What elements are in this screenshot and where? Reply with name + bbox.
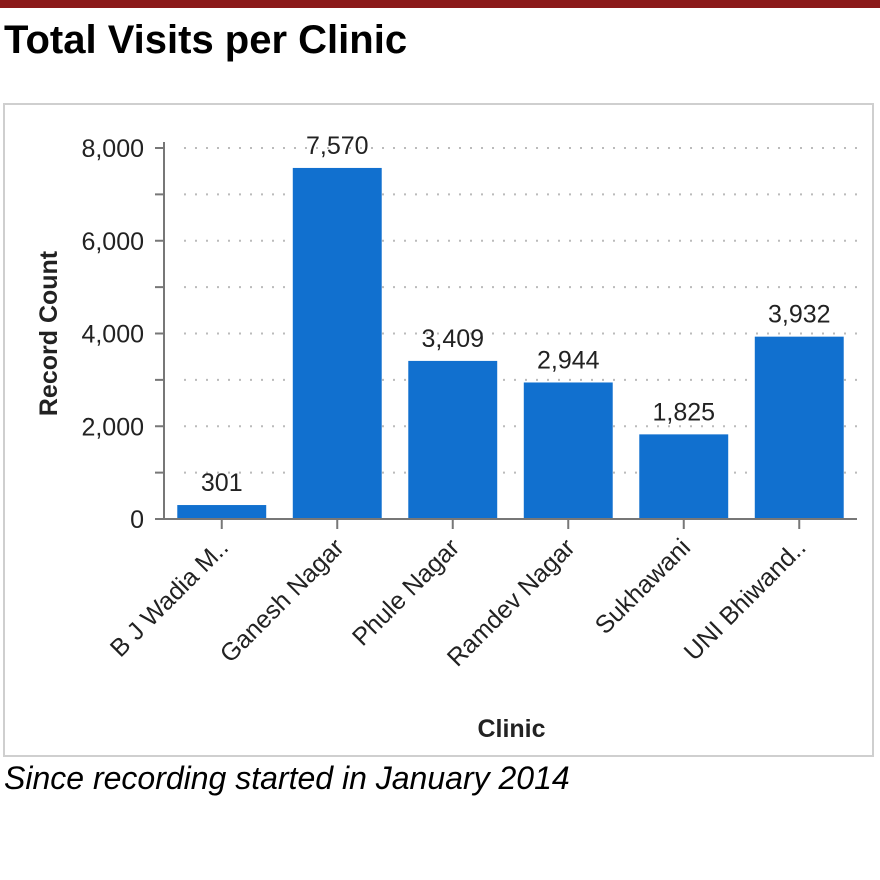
x-tick-label: Ganesh Nagar xyxy=(215,533,350,668)
y-tick-label: 2,000 xyxy=(81,413,144,441)
axes xyxy=(163,142,857,520)
bar xyxy=(408,360,498,519)
x-tick-label: Sukhawani xyxy=(590,533,696,639)
data-labels: 301 7,570 3,409 2,944 1,825 3,932 xyxy=(201,132,831,497)
x-tick-label: Phule Nagar xyxy=(347,533,465,651)
y-tick-label: 4,000 xyxy=(81,321,144,349)
bar xyxy=(177,505,267,519)
data-label: 3,409 xyxy=(421,325,484,353)
data-label: 3,932 xyxy=(768,301,831,329)
data-label: 301 xyxy=(201,469,243,497)
top-rule xyxy=(0,0,880,8)
bar xyxy=(523,382,613,519)
x-tick-label: UNI Bhiwand.. xyxy=(679,533,812,666)
y-tick-label: 6,000 xyxy=(81,228,144,256)
data-label: 7,570 xyxy=(306,132,369,160)
bar xyxy=(639,434,729,519)
data-label: 2,944 xyxy=(537,346,600,374)
bar xyxy=(754,336,844,519)
bars xyxy=(177,167,844,519)
bar-chart: 0 2,000 4,000 6,000 8,000 B J Wadia M..Ganes… xyxy=(35,132,857,743)
x-axis-label: Clinic xyxy=(477,715,545,743)
bar xyxy=(292,167,382,519)
chart-frame: 0 2,000 4,000 6,000 8,000 B J Wadia M.. Ganes… xyxy=(3,103,874,757)
x-tick-label: B J Wadia M.. xyxy=(105,533,234,662)
y-tick-label: 8,000 xyxy=(81,135,144,163)
y-tick-label: 0 xyxy=(130,506,144,534)
y-ticks: 0 2,000 4,000 6,000 8,000 xyxy=(81,135,164,534)
page-title: Total Visits per Clinic xyxy=(4,18,408,62)
y-axis-label: Record Count xyxy=(35,250,63,416)
caption: Since recording started in January 2014 xyxy=(4,760,570,796)
data-label: 1,825 xyxy=(652,398,715,426)
